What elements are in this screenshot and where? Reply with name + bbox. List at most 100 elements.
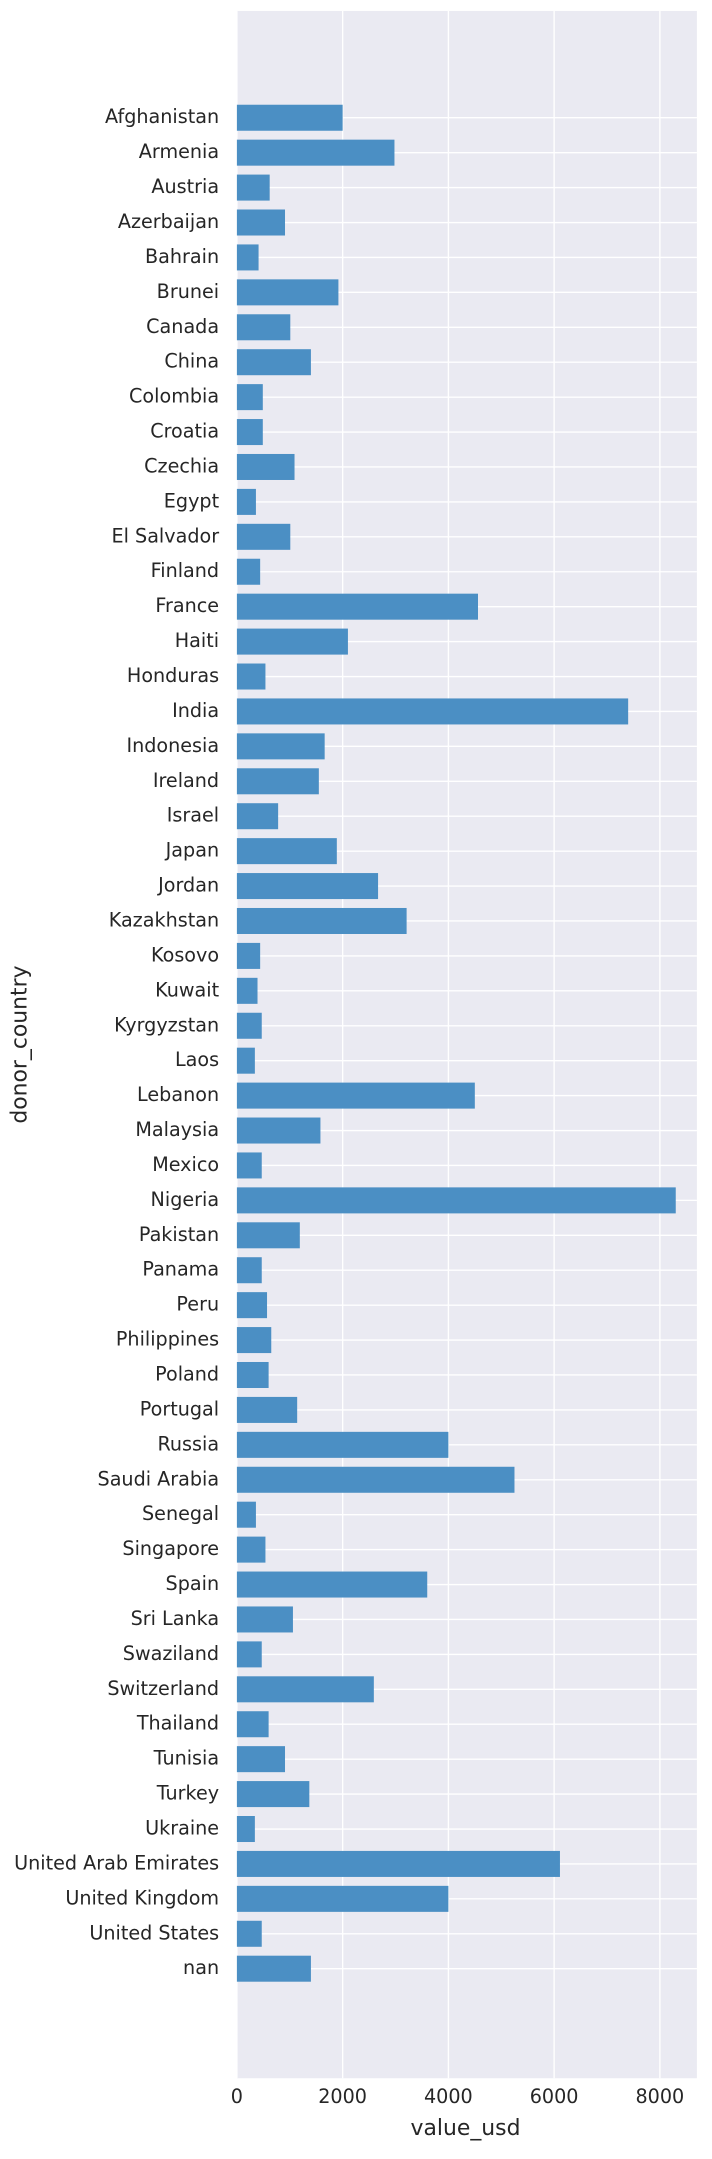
bar xyxy=(236,523,291,550)
y-tick-label: Austria xyxy=(151,175,219,198)
bar xyxy=(236,488,256,515)
y-tick-label: nan xyxy=(183,1956,219,1979)
y-tick-label: China xyxy=(164,350,219,373)
y-tick-label: Senegal xyxy=(142,1502,219,1525)
bar xyxy=(236,1012,262,1039)
bar xyxy=(236,1781,310,1808)
y-tick-label: Honduras xyxy=(127,664,219,687)
y-tick-label: Thailand xyxy=(136,1712,219,1735)
bar xyxy=(236,663,266,690)
bar xyxy=(236,1920,262,1947)
y-tick-label: Panama xyxy=(142,1258,219,1281)
bar xyxy=(236,1746,286,1773)
bar xyxy=(236,1676,374,1703)
x-tick-label: 4000 xyxy=(424,2085,473,2108)
x-tick-label: 8000 xyxy=(636,2085,685,2108)
bar xyxy=(236,1187,676,1214)
y-tick-label: Haiti xyxy=(175,629,219,652)
bar xyxy=(236,1466,515,1493)
bar xyxy=(236,873,379,900)
bar xyxy=(236,1082,475,1109)
y-tick-label: Egypt xyxy=(164,489,220,512)
bar xyxy=(236,1152,262,1179)
y-tick-label: Kosovo xyxy=(151,943,219,966)
y-tick-label: Malaysia xyxy=(135,1118,219,1141)
x-tick-label: 0 xyxy=(231,2085,243,2108)
y-tick-label: Canada xyxy=(146,315,219,338)
bar xyxy=(236,314,291,341)
y-tick-label: France xyxy=(155,594,219,617)
bar xyxy=(236,349,311,376)
bar xyxy=(236,244,259,271)
bar xyxy=(236,384,263,411)
y-tick-label: Turkey xyxy=(156,1782,219,1805)
bar xyxy=(236,1536,266,1563)
y-tick-label: Swaziland xyxy=(123,1642,219,1665)
y-tick-label: Portugal xyxy=(140,1397,219,1420)
y-tick-label: Brunei xyxy=(157,280,219,303)
bar xyxy=(236,1571,428,1598)
y-tick-label: Laos xyxy=(175,1048,219,1071)
x-tick-label: 6000 xyxy=(530,2085,579,2108)
y-tick-label: Ireland xyxy=(153,769,219,792)
y-tick-label: Spain xyxy=(166,1572,220,1595)
bar xyxy=(236,1431,449,1458)
y-tick-label: Colombia xyxy=(129,385,219,408)
bar xyxy=(236,1292,268,1319)
y-tick-label: Russia xyxy=(157,1432,219,1455)
plot-area xyxy=(236,10,697,2079)
y-tick-label: Afghanistan xyxy=(105,105,219,128)
bar xyxy=(236,1327,272,1354)
y-tick-label: Croatia xyxy=(150,420,219,443)
bar xyxy=(236,1047,255,1074)
y-tick-label: Bahrain xyxy=(145,245,219,268)
y-tick-label: Sri Lanka xyxy=(131,1607,220,1630)
y-tick-label: Tunisia xyxy=(153,1747,219,1770)
y-tick-label: Azerbaijan xyxy=(118,210,219,233)
bar xyxy=(236,1361,269,1389)
bar xyxy=(236,1117,321,1144)
y-tick-label: Switzerland xyxy=(107,1677,219,1700)
bar xyxy=(236,593,478,620)
y-tick-label: Philippines xyxy=(116,1328,219,1351)
bar xyxy=(236,698,629,725)
y-tick-label: Czechia xyxy=(144,454,219,477)
bar xyxy=(236,628,348,655)
y-tick-label: Kazakhstan xyxy=(109,908,219,931)
y-tick-label: Finland xyxy=(151,559,219,582)
bar xyxy=(236,558,261,585)
bar xyxy=(236,768,319,795)
y-tick-label: Poland xyxy=(155,1362,219,1385)
y-tick-label: Indonesia xyxy=(126,734,219,757)
y-tick-label: Kuwait xyxy=(155,978,219,1001)
bar xyxy=(236,1257,262,1284)
y-tick-label: United Arab Emirates xyxy=(14,1851,219,1874)
y-tick-label: India xyxy=(172,699,219,722)
y-tick-label: Mexico xyxy=(152,1153,219,1176)
bar xyxy=(236,1501,256,1528)
y-tick-label: Japan xyxy=(165,839,219,862)
bar xyxy=(236,733,325,760)
bar xyxy=(236,803,279,830)
y-tick-label: Pakistan xyxy=(139,1223,219,1246)
bar xyxy=(236,1885,449,1912)
x-tick-label: 2000 xyxy=(318,2085,367,2108)
bar xyxy=(236,419,263,446)
y-tick-label: Ukraine xyxy=(145,1817,219,1840)
bar xyxy=(236,942,261,969)
bar xyxy=(236,104,343,131)
bar xyxy=(236,1606,293,1633)
y-axis-label: donor_country xyxy=(8,965,33,1123)
bar xyxy=(236,279,339,306)
bar xyxy=(236,1396,298,1423)
bar xyxy=(236,838,337,865)
y-tick-label: Jordan xyxy=(157,874,219,897)
y-tick-label: Nigeria xyxy=(151,1188,220,1211)
y-tick-label: Lebanon xyxy=(137,1083,219,1106)
bar xyxy=(236,907,407,934)
bar xyxy=(236,209,286,236)
bar xyxy=(236,1955,311,1982)
y-tick-label: Peru xyxy=(176,1293,219,1316)
x-axis-label: value_usd xyxy=(411,2116,521,2141)
